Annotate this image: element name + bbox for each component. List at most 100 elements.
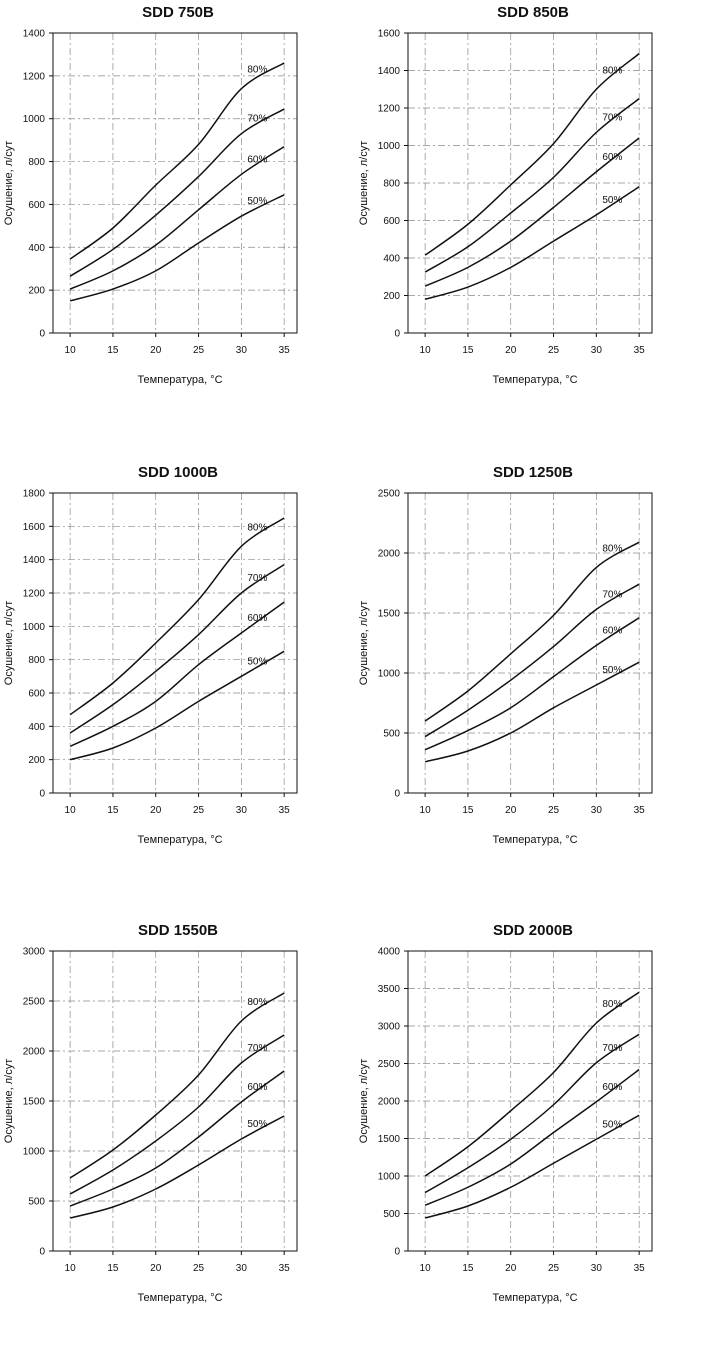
series-line-60pct	[69, 601, 285, 748]
plot-frame	[407, 492, 653, 794]
y-tick-label: 1200	[23, 589, 46, 600]
chart-svg: SDD 1000B 0 200 400 600 800 1000 1200 1400 1600 18…	[3, 464, 298, 846]
y-tick-label: 0	[39, 1247, 45, 1258]
x-tick-label: 30	[591, 345, 603, 356]
y-tick-label: 4000	[378, 947, 401, 958]
chart-svg: SDD 1250B 0 500 1000 1500 2000 2500 10 15 20 25 30 3…	[358, 464, 653, 846]
y-tick-label: 1500	[23, 1097, 46, 1108]
x-tick-label: 35	[634, 805, 646, 816]
y-tick-label: 0	[39, 789, 45, 800]
chart-title: SDD 1000B	[138, 464, 218, 481]
y-tick-label: 200	[28, 755, 45, 766]
x-axis-label: Температура, °C	[137, 1292, 222, 1304]
y-tick-label: 0	[394, 789, 400, 800]
series-label: 70%	[602, 112, 622, 123]
series-line-80pct	[69, 992, 285, 1179]
x-axis-label: Температура, °C	[492, 834, 577, 846]
y-tick-label: 1000	[378, 141, 401, 152]
x-tick-label: 25	[193, 1263, 205, 1274]
x-tick-label: 15	[462, 1263, 474, 1274]
y-tick-label: 200	[28, 286, 45, 297]
series-line-70pct	[424, 1033, 640, 1194]
x-axis-label: Температура, °C	[492, 1292, 577, 1304]
y-tick-label: 1200	[23, 71, 46, 82]
series-label: 80%	[602, 65, 622, 76]
x-tick-label: 30	[236, 805, 248, 816]
chart-title: SDD 1250B	[493, 464, 573, 481]
series-label: 50%	[247, 656, 267, 667]
y-tick-label: 1400	[378, 66, 401, 77]
y-tick-label: 500	[383, 729, 400, 740]
series-line-50pct	[424, 661, 640, 763]
y-tick-label: 2500	[378, 1059, 401, 1070]
series-line-50pct	[69, 650, 285, 761]
series-label: 80%	[602, 999, 622, 1010]
x-axis-label: Температура, °C	[137, 374, 222, 386]
x-tick-label: 20	[505, 345, 517, 356]
plot-frame	[407, 32, 653, 334]
y-tick-label: 1000	[23, 114, 46, 125]
y-tick-label: 0	[394, 329, 400, 340]
series-line-80pct	[424, 541, 640, 722]
chart-sdd-850b: SDD 850B 0 200 400 600 800 1000 1200 1400 1600 10 1…	[355, 0, 710, 440]
x-tick-label: 15	[462, 805, 474, 816]
y-tick-label: 1200	[378, 104, 401, 115]
y-tick-label: 400	[383, 254, 400, 265]
y-tick-label: 500	[28, 1197, 45, 1208]
y-axis-label: Осушение, л/сут	[358, 1059, 370, 1143]
chart-svg: SDD 1550B 0 500 1000 1500 2000 2500 3000 10 15 20 2…	[3, 922, 298, 1304]
x-tick-label: 10	[420, 805, 432, 816]
series-line-80pct	[69, 62, 285, 260]
y-tick-label: 1400	[23, 29, 46, 40]
y-tick-label: 200	[383, 291, 400, 302]
x-tick-label: 20	[505, 805, 517, 816]
series-label: 50%	[247, 196, 267, 207]
plot-frame	[52, 950, 298, 1252]
series-label: 50%	[602, 665, 622, 676]
series-line-80pct	[69, 517, 285, 716]
chart-sdd-1000b: SDD 1000B 0 200 400 600 800 1000 1200 1400 1600 18…	[0, 460, 355, 900]
series-label: 80%	[602, 543, 622, 554]
y-tick-label: 1000	[23, 622, 46, 633]
series-label: 60%	[247, 613, 267, 624]
y-tick-label: 1500	[378, 1134, 401, 1145]
y-tick-label: 800	[28, 655, 45, 666]
x-tick-label: 20	[150, 1263, 162, 1274]
x-axis-label: Температура, °C	[137, 834, 222, 846]
series-label: 70%	[602, 1043, 622, 1054]
y-tick-label: 600	[383, 216, 400, 227]
series-line-60pct	[69, 1070, 285, 1207]
x-tick-label: 15	[107, 345, 119, 356]
x-tick-label: 10	[420, 1263, 432, 1274]
y-tick-label: 2000	[378, 1097, 401, 1108]
series-line-60pct	[424, 617, 640, 751]
series-line-50pct	[424, 1114, 640, 1219]
y-tick-label: 1600	[378, 29, 401, 40]
chart-svg: SDD 750B 0 200 400 600 800 1000 1200 1400 10 15 20 2…	[3, 4, 298, 386]
series-label: 50%	[602, 195, 622, 206]
y-tick-label: 600	[28, 689, 45, 700]
y-tick-label: 3000	[23, 947, 46, 958]
plot-frame	[52, 32, 298, 334]
series-line-60pct	[424, 137, 640, 287]
y-axis-label: Осушение, л/сут	[3, 601, 15, 685]
x-tick-label: 15	[107, 805, 119, 816]
series-line-50pct	[424, 186, 640, 300]
x-axis-label: Температура, °C	[492, 374, 577, 386]
x-tick-label: 35	[634, 345, 646, 356]
x-tick-label: 10	[65, 805, 77, 816]
y-axis-label: Осушение, л/сут	[3, 1059, 15, 1143]
y-tick-label: 500	[383, 1209, 400, 1220]
y-tick-label: 2000	[378, 549, 401, 560]
series-label: 50%	[602, 1119, 622, 1130]
y-tick-label: 2500	[378, 489, 401, 500]
x-tick-label: 25	[548, 345, 560, 356]
x-tick-label: 20	[150, 805, 162, 816]
series-label: 60%	[602, 625, 622, 636]
series-line-50pct	[69, 194, 285, 302]
y-tick-label: 1000	[378, 669, 401, 680]
y-tick-label: 800	[383, 179, 400, 190]
x-tick-label: 15	[107, 1263, 119, 1274]
x-tick-label: 10	[65, 1263, 77, 1274]
series-label: 80%	[247, 65, 267, 76]
